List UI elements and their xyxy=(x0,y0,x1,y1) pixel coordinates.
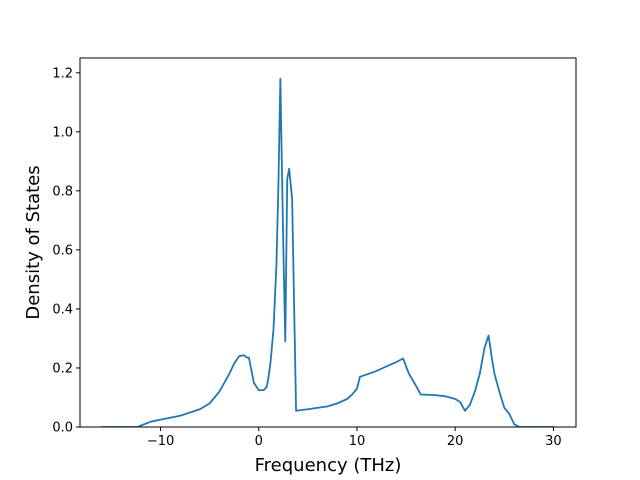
y-tick-label: 0.2 xyxy=(52,361,73,376)
y-tick-label: 0.6 xyxy=(52,243,73,258)
y-tick-label: 0.8 xyxy=(52,184,73,199)
axes-frame xyxy=(79,57,577,428)
x-tick-label: 10 xyxy=(349,434,366,449)
y-tick-label: 0.0 xyxy=(52,421,73,436)
y-tick-label: 1.2 xyxy=(52,66,73,81)
x-tick-label: 30 xyxy=(545,434,562,449)
x-axis-ticks: −10 0 10 20 30 xyxy=(147,427,562,449)
y-tick-label: 0.4 xyxy=(52,302,73,317)
x-tick-label: 0 xyxy=(255,434,263,449)
series-line-0 xyxy=(101,77,554,427)
x-tick-label: 20 xyxy=(447,434,464,449)
x-tick-label: −10 xyxy=(147,434,174,449)
plot-area: −10 0 10 20 30 0.0 0.2 0.4 0.6 0.8 1.0 1.2 xyxy=(52,57,577,449)
y-axis-title: Density of States xyxy=(23,165,44,319)
axes-background xyxy=(80,58,576,427)
y-tick-label: 1.0 xyxy=(52,125,73,140)
y-axis-ticks: 0.0 0.2 0.4 0.6 0.8 1.0 1.2 xyxy=(52,66,80,436)
series-layer xyxy=(101,77,554,427)
x-axis-title: Frequency (THz) xyxy=(255,455,402,476)
